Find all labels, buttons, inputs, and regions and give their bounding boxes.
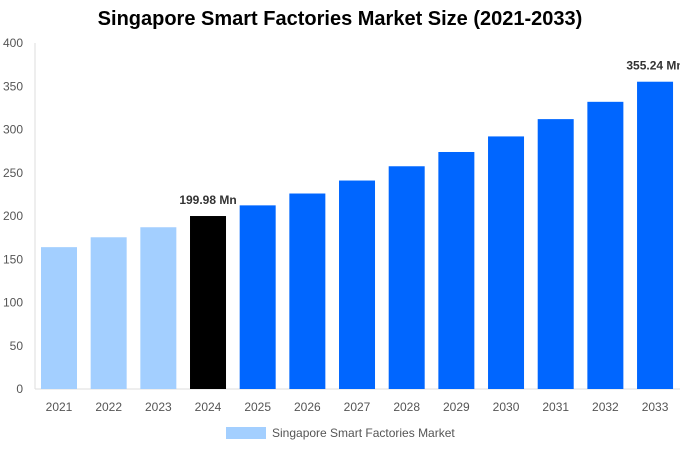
y-tick-label: 0 bbox=[16, 382, 23, 396]
bar-2029 bbox=[438, 151, 475, 389]
y-tick-label: 50 bbox=[10, 339, 24, 353]
y-tick-label: 350 bbox=[3, 79, 23, 93]
x-tick-label: 2031 bbox=[542, 400, 569, 414]
data-label: 355.24 Mn bbox=[626, 59, 680, 73]
x-tick-label: 2030 bbox=[493, 400, 520, 414]
data-label: 199.98 Mn bbox=[179, 193, 236, 207]
legend[interactable]: Singapore Smart Factories Market bbox=[226, 426, 455, 440]
y-tick-label: 300 bbox=[3, 123, 23, 137]
y-tick-label: 200 bbox=[3, 209, 23, 223]
x-tick-label: 2027 bbox=[344, 400, 371, 414]
x-tick-label: 2029 bbox=[443, 400, 470, 414]
bar-2027 bbox=[339, 180, 376, 389]
x-tick-label: 2025 bbox=[244, 400, 271, 414]
bar-2028 bbox=[388, 166, 425, 389]
y-tick-label: 100 bbox=[3, 296, 23, 310]
legend-swatch bbox=[226, 427, 266, 439]
bar-2030 bbox=[488, 136, 525, 389]
bar-2022 bbox=[90, 237, 127, 389]
x-tick-label: 2026 bbox=[294, 400, 321, 414]
x-tick-label: 2024 bbox=[195, 400, 222, 414]
bar-2026 bbox=[289, 193, 326, 389]
chart-title: Singapore Smart Factories Market Size (2… bbox=[97, 8, 583, 30]
bar-2021 bbox=[41, 247, 77, 389]
bar-2025 bbox=[239, 205, 276, 389]
bar-2031 bbox=[537, 119, 574, 390]
x-tick-label: 2021 bbox=[46, 400, 73, 414]
x-tick-label: 2023 bbox=[145, 400, 172, 414]
x-tick-label: 2032 bbox=[592, 400, 619, 414]
bar-2024 bbox=[190, 216, 227, 389]
x-tick-label: 2033 bbox=[642, 400, 669, 414]
x-tick-label: 2028 bbox=[393, 400, 420, 414]
legend-label: Singapore Smart Factories Market bbox=[272, 426, 455, 440]
x-tick-label: 2022 bbox=[95, 400, 122, 414]
y-tick-label: 400 bbox=[3, 36, 23, 50]
y-tick-label: 250 bbox=[3, 166, 23, 180]
bar-2032 bbox=[587, 101, 624, 389]
bar-2033 bbox=[637, 81, 674, 389]
y-tick-label: 150 bbox=[3, 252, 23, 266]
bar-2023 bbox=[140, 227, 177, 389]
